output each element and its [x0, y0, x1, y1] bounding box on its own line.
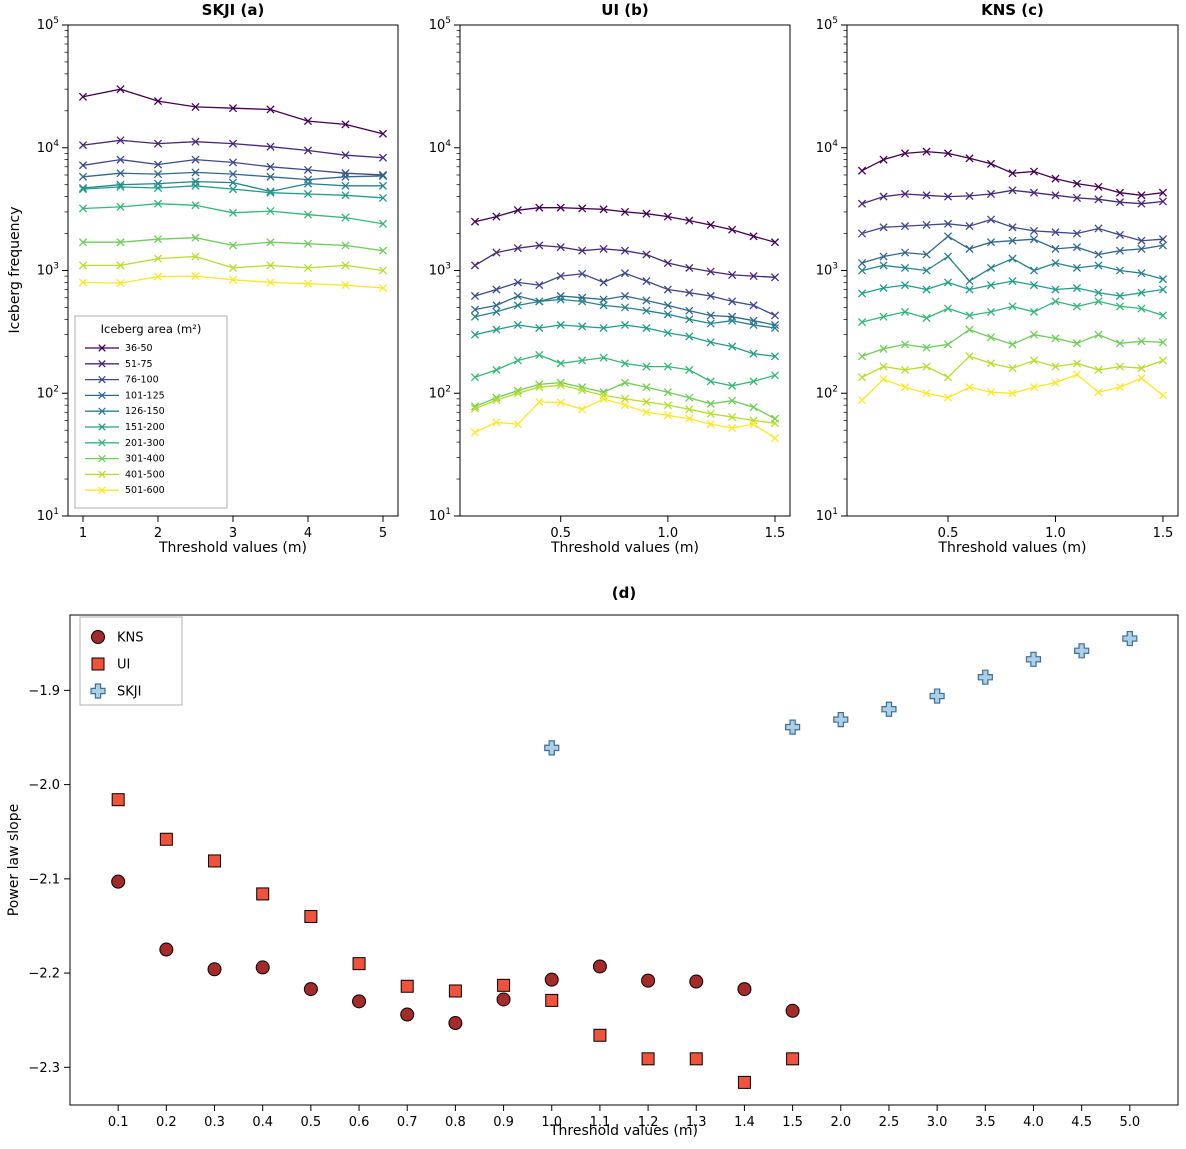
svg-text:36-50: 36-50: [125, 343, 153, 354]
svg-text:103: 103: [37, 262, 59, 279]
panel-c-title: KNS (c): [981, 1, 1044, 19]
panel-kns: 101 102 103 104 105 0.5 1.0 1.5 KNS (c) Thresho…: [795, 0, 1186, 580]
svg-text:51-75: 51-75: [125, 359, 153, 370]
svg-text:101: 101: [816, 507, 838, 524]
slope-scatter-chart: 0.1 0.2 0.3 0.4 0.5 0.6 0.7 0.8 0.9 1.0 1.1 1.2 1.3 1…: [28, 614, 1179, 1130]
panel-b-title: UI (b): [601, 1, 649, 19]
svg-text:102: 102: [37, 384, 59, 401]
svg-text:1.5: 1.5: [782, 1115, 803, 1130]
svg-text:0.3: 0.3: [204, 1115, 225, 1130]
panel-a-xlabel: Threshold values (m): [159, 540, 307, 556]
svg-text:KNS: KNS: [117, 631, 144, 646]
svg-text:0.1: 0.1: [108, 1115, 129, 1130]
svg-text:1: 1: [79, 526, 87, 541]
svg-text:0.5: 0.5: [938, 526, 959, 541]
svg-text:101: 101: [429, 507, 451, 524]
svg-text:2.5: 2.5: [879, 1115, 900, 1130]
svg-text:2: 2: [154, 526, 162, 541]
svg-text:3: 3: [229, 526, 237, 541]
svg-text:0.5: 0.5: [550, 526, 571, 541]
svg-text:3.5: 3.5: [975, 1115, 996, 1130]
skji-line-chart: 101 102 103 104 105 1 2 3 4 5 Iceberg area (m²) 36-…: [37, 16, 399, 541]
svg-text:1.0: 1.0: [658, 526, 679, 541]
svg-text:−2.1: −2.1: [28, 872, 60, 887]
svg-text:201-300: 201-300: [125, 438, 165, 449]
panel-b-xlabel: Threshold values (m): [551, 540, 699, 556]
svg-text:101: 101: [37, 507, 59, 524]
svg-text:0.6: 0.6: [349, 1115, 370, 1130]
svg-text:UI: UI: [117, 658, 130, 673]
svg-text:−2.3: −2.3: [28, 1061, 60, 1076]
svg-text:102: 102: [816, 384, 838, 401]
svg-text:4.0: 4.0: [1023, 1115, 1044, 1130]
kns-line-chart: 101 102 103 104 105 0.5 1.0 1.5: [816, 16, 1179, 541]
svg-text:4: 4: [304, 526, 312, 541]
svg-text:5: 5: [379, 526, 387, 541]
svg-text:101-125: 101-125: [125, 390, 165, 401]
svg-text:1.4: 1.4: [734, 1115, 755, 1130]
panel-d-ylabel: Power law slope: [6, 803, 22, 917]
svg-text:105: 105: [429, 16, 451, 33]
ui-line-chart: 101 102 103 104 105 0.5 1.0 1.5: [429, 16, 791, 541]
svg-text:0.2: 0.2: [156, 1115, 177, 1130]
svg-text:151-200: 151-200: [125, 422, 165, 433]
svg-text:103: 103: [816, 262, 838, 279]
svg-text:0.4: 0.4: [252, 1115, 273, 1130]
svg-text:1.2: 1.2: [638, 1115, 659, 1130]
svg-text:1.5: 1.5: [1153, 526, 1174, 541]
svg-text:104: 104: [816, 139, 839, 156]
svg-text:2.0: 2.0: [830, 1115, 851, 1130]
svg-text:1.3: 1.3: [686, 1115, 707, 1130]
svg-text:1.0: 1.0: [541, 1115, 562, 1130]
svg-text:4.5: 4.5: [1071, 1115, 1092, 1130]
panel-ui: 101 102 103 104 105 0.5 1.0 1.5 UI (b) Threshol…: [405, 0, 795, 580]
svg-text:501-600: 501-600: [125, 485, 165, 496]
svg-text:−1.9: −1.9: [28, 684, 60, 699]
svg-text:0.7: 0.7: [397, 1115, 418, 1130]
svg-text:126-150: 126-150: [125, 406, 165, 417]
svg-text:401-500: 401-500: [125, 469, 165, 480]
svg-text:1.5: 1.5: [765, 526, 786, 541]
svg-text:−2.0: −2.0: [28, 778, 60, 793]
panel-a-ylabel: Iceberg frequency: [7, 206, 23, 334]
svg-text:0.8: 0.8: [445, 1115, 466, 1130]
svg-text:SKJI: SKJI: [117, 685, 141, 700]
svg-text:102: 102: [429, 384, 451, 401]
svg-text:1.1: 1.1: [590, 1115, 611, 1130]
svg-text:1.0: 1.0: [1045, 526, 1066, 541]
svg-text:104: 104: [37, 139, 60, 156]
panel-skji: 101 102 103 104 105 1 2 3 4 5 Iceberg area (m²) 36-…: [0, 0, 405, 580]
svg-text:76-100: 76-100: [125, 375, 159, 386]
svg-text:104: 104: [429, 139, 452, 156]
svg-text:105: 105: [37, 16, 59, 33]
panel-d-xlabel: Threshold values (m): [550, 1123, 698, 1139]
panel-a-title: SKJI (a): [201, 1, 265, 19]
svg-text:Iceberg area (m²): Iceberg area (m²): [101, 322, 202, 336]
svg-text:0.5: 0.5: [301, 1115, 322, 1130]
svg-text:301-400: 301-400: [125, 454, 165, 465]
svg-text:3.0: 3.0: [927, 1115, 948, 1130]
panel-power-law-slope: 0.1 0.2 0.3 0.4 0.5 0.6 0.7 0.8 0.9 1.0 1.1 1.2 1.3 1…: [0, 580, 1186, 1149]
svg-text:−2.2: −2.2: [28, 967, 60, 982]
panel-d-title: (d): [611, 584, 637, 602]
svg-text:105: 105: [816, 16, 838, 33]
svg-text:0.9: 0.9: [493, 1115, 514, 1130]
svg-text:5.0: 5.0: [1119, 1115, 1140, 1130]
panel-c-xlabel: Threshold values (m): [938, 540, 1087, 556]
svg-text:103: 103: [429, 262, 451, 279]
